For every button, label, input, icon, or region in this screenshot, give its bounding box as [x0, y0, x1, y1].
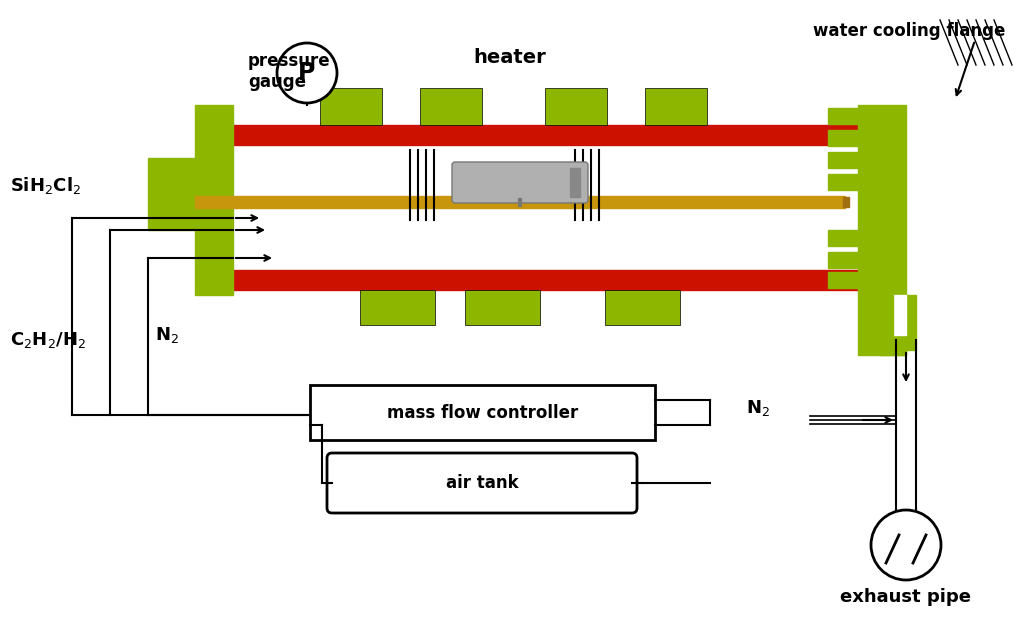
Bar	[828, 252, 860, 268]
Bar	[360, 290, 435, 325]
Text: N$_2$: N$_2$	[746, 398, 770, 418]
Text: water cooling flange: water cooling flange	[813, 22, 1005, 40]
Text: SiH$_2$Cl$_2$: SiH$_2$Cl$_2$	[10, 175, 81, 195]
Circle shape	[871, 510, 941, 580]
Bar	[200, 145, 865, 270]
Bar	[148, 158, 198, 230]
Text: air tank: air tank	[445, 474, 518, 492]
Text: heater: heater	[474, 48, 547, 67]
Bar	[880, 295, 893, 335]
Bar	[828, 152, 860, 168]
FancyBboxPatch shape	[452, 162, 588, 203]
Text: pressure
gauge: pressure gauge	[248, 52, 331, 91]
Bar	[828, 130, 860, 146]
Bar	[200, 270, 865, 290]
Bar	[195, 196, 845, 208]
Bar	[828, 230, 860, 246]
Bar	[880, 295, 906, 355]
Bar	[605, 290, 680, 325]
Bar	[545, 88, 607, 125]
Bar	[420, 88, 482, 125]
Circle shape	[278, 43, 337, 103]
Bar	[843, 197, 849, 207]
Bar	[828, 108, 860, 124]
Text: mass flow controller: mass flow controller	[387, 403, 579, 421]
Bar	[645, 88, 707, 125]
Bar	[896, 295, 916, 350]
Bar	[896, 350, 916, 570]
Text: P: P	[298, 61, 315, 85]
Bar	[893, 295, 906, 335]
Bar	[200, 125, 865, 145]
Bar	[570, 168, 580, 197]
Bar	[465, 290, 540, 325]
Bar	[828, 174, 860, 190]
Bar	[310, 385, 655, 440]
Bar	[195, 105, 233, 295]
Bar	[858, 105, 906, 355]
Text: exhaust pipe: exhaust pipe	[841, 588, 972, 606]
Text: N$_2$: N$_2$	[155, 325, 179, 345]
Bar	[828, 272, 860, 288]
Text: C$_2$H$_2$/H$_2$: C$_2$H$_2$/H$_2$	[10, 330, 86, 350]
Bar	[319, 88, 382, 125]
